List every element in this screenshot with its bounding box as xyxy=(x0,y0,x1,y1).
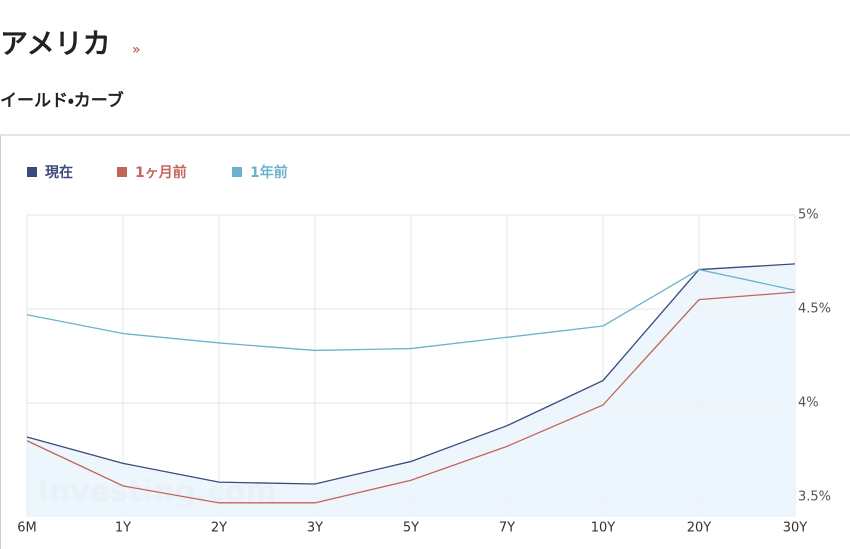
y-tick-label: 3.5% xyxy=(798,490,831,505)
legend-swatch xyxy=(117,167,127,177)
area xyxy=(27,263,795,516)
x-tick-label: 2Y xyxy=(211,521,227,536)
x-tick-label: 7Y xyxy=(499,521,515,536)
page-title: アメリカ xyxy=(0,27,111,60)
line xyxy=(26,263,796,485)
legend-swatch xyxy=(27,167,37,177)
legend-swatch xyxy=(232,167,242,177)
legend-label: 現在 xyxy=(45,164,73,181)
title-link[interactable]: » xyxy=(132,42,141,58)
y-tick-label: 5% xyxy=(798,208,819,223)
x-tick-label: 1Y xyxy=(115,521,131,536)
chart-title: イールド・カーブ xyxy=(0,90,124,111)
legend-label: 1年前 xyxy=(250,164,288,181)
x-tick-label: 10Y xyxy=(591,521,616,536)
x-tick-label: 30Y xyxy=(783,521,808,536)
x-tick-label: 20Y xyxy=(687,521,712,536)
x-tick-label: 5Y xyxy=(403,521,419,536)
y-tick-label: 4.5% xyxy=(798,302,831,317)
x-tick-label: 6M xyxy=(17,521,37,536)
legend-label: 1ヶ月前 xyxy=(135,164,187,181)
line xyxy=(26,291,796,504)
y-tick-label: 4% xyxy=(798,396,819,411)
line xyxy=(26,268,796,352)
x-tick-label: 3Y xyxy=(307,521,323,536)
